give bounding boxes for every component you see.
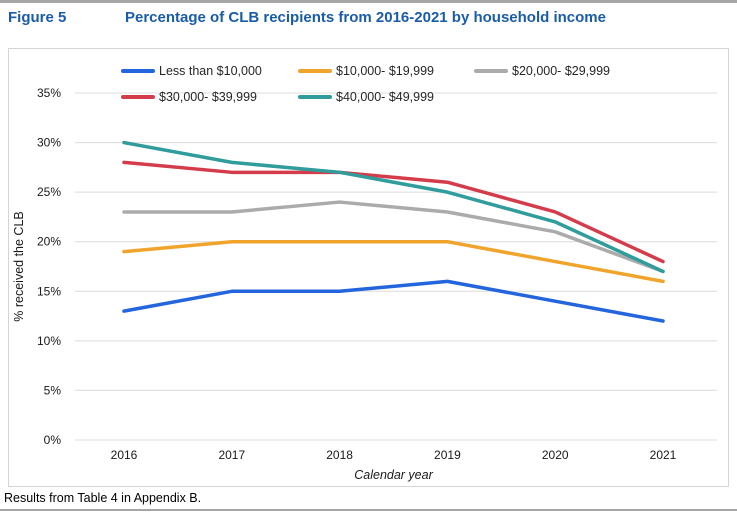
series-line: [122, 160, 665, 264]
legend-swatch-orange: [298, 69, 332, 73]
y-axis-title: % received the CLB: [12, 211, 26, 321]
x-tick-label: 2021: [650, 448, 677, 462]
legend-label: $30,000- $39,999: [159, 90, 258, 104]
y-tick-label: 35%: [37, 86, 61, 100]
legend-item-20000-29999: $20,000- $29,999: [474, 64, 610, 78]
y-tick-label: 25%: [37, 185, 61, 199]
legend-swatch-teal: [298, 95, 332, 99]
footer-note: Results from Table 4 in Appendix B.: [4, 491, 202, 505]
x-axis-title: Calendar year: [354, 468, 433, 482]
y-tick-label: 5%: [44, 383, 62, 397]
legend-label: Less than $10,000: [159, 64, 262, 78]
x-tick-label: 2018: [326, 448, 353, 462]
y-tick-label: 20%: [37, 235, 61, 249]
x-tick-label: 2016: [111, 448, 138, 462]
bottom-divider: [0, 509, 737, 511]
y-tick-label: 10%: [37, 334, 61, 348]
x-tick-label: 2019: [434, 448, 461, 462]
series-line: [122, 279, 665, 323]
y-tick-label: 15%: [37, 284, 61, 298]
chart-box: 0% 5% 10% 15% 20% 25% 30% 35% 2016 2017 2018 2019 20…: [8, 48, 729, 487]
legend-label: $20,000- $29,999: [512, 64, 611, 78]
legend-item-30000-39999: $30,000- $39,999: [121, 90, 257, 104]
legend-swatch-gray: [474, 69, 508, 73]
legend-label: $40,000- $49,999: [336, 90, 435, 104]
x-tick-label: 2017: [218, 448, 245, 462]
top-divider: [0, 0, 737, 3]
series-line: [122, 200, 665, 274]
legend-swatch-blue: [121, 69, 155, 73]
figure-title: Percentage of CLB recipients from 2016-2…: [125, 9, 606, 26]
y-tick-label: 0%: [44, 433, 62, 447]
series-line: [122, 140, 665, 274]
legend-label: $10,000- $19,999: [336, 64, 435, 78]
x-tick-label: 2020: [542, 448, 569, 462]
legend-swatch-red: [121, 95, 155, 99]
legend-item-40000-49999: $40,000- $49,999: [298, 90, 434, 104]
figure-header: Figure 5 Percentage of CLB recipients fr…: [8, 9, 606, 26]
plot-area: 0% 5% 10% 15% 20% 25% 30% 35% 2016 2017 2018 2019 20…: [12, 86, 717, 482]
legend-item-10000-19999: $10,000- $19,999: [298, 64, 434, 78]
series-line: [122, 239, 665, 284]
legend-item-less-than-10000: Less than $10,000: [121, 64, 262, 78]
figure-label: Figure 5: [8, 9, 67, 26]
y-tick-label: 30%: [37, 136, 61, 150]
